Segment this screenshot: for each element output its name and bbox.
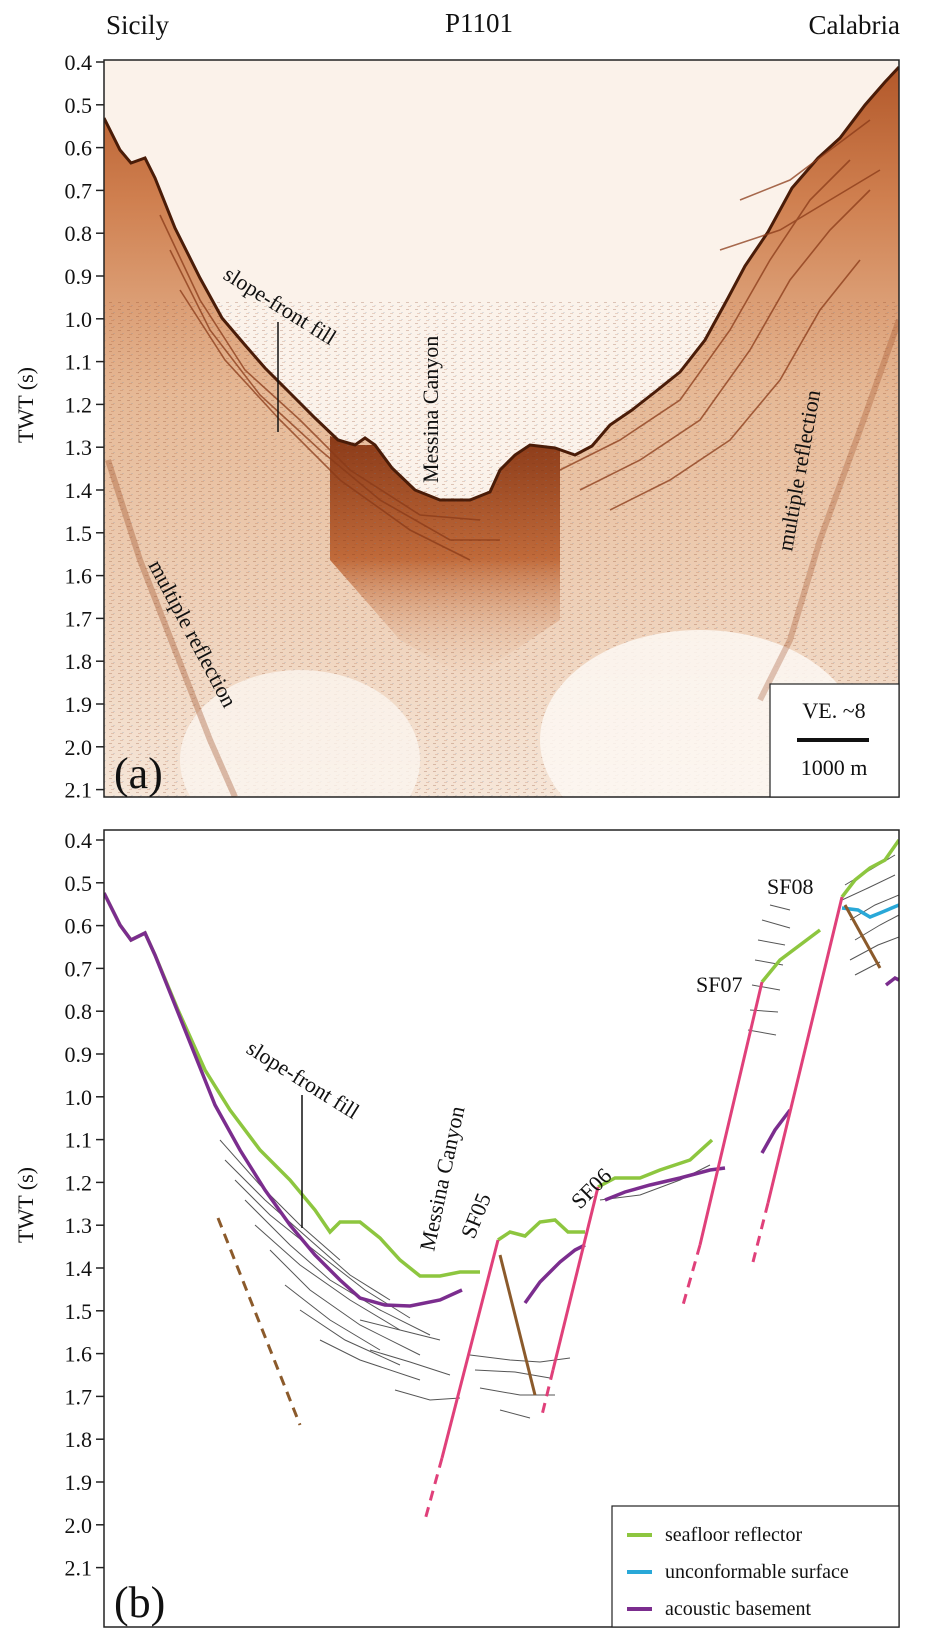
y-axis-b-tick-label: 1.9 [65,1470,93,1495]
y-axis-a-tick-label: 0.7 [65,178,93,203]
y-axis-b-tick-label: 1.3 [65,1213,93,1238]
y-axis-b-tick-label: 0.8 [65,999,93,1024]
y-axis-a-tick-label: 0.5 [65,93,93,118]
y-axis-b-tick-label: 2.0 [65,1513,93,1538]
y-axis-a-tick-label: 2.0 [65,735,93,760]
multiple-streak-left [105,459,238,797]
legend-item-unconformable: unconformable surface [627,1561,849,1583]
y-axis-a: 0.4 0.5 0.6 0.7 0.8 0.9 1.0 1.1 1.2 1.3 1.4 1.5 1.6 1… [65,50,104,803]
unconformable-surface-b [841,903,899,919]
label-messina-canyon-a: Messina Canyon [418,336,443,483]
y-axis-b-tick-label: 1.8 [65,1427,93,1452]
y-axis-b-tick-label: 1.2 [65,1170,93,1195]
legend-label-seafloor: seafloor reflector [665,1524,802,1546]
y-axis-b-tick-label: 2.1 [65,1556,93,1581]
y-axis-a-tick-label: 0.8 [65,221,93,246]
panel-a-frame [103,59,900,798]
scale-bar-label: 1000 m [801,755,868,780]
y-axis-a-tick-label: 1.6 [65,564,93,589]
y-axis-a-tick-label: 1.4 [65,478,93,503]
y-axis-b-tick-label: 0.9 [65,1042,93,1067]
secondary-faults-b [216,904,882,1426]
y-axis-a-tick-label: 1.3 [65,435,93,460]
y-axis-b: 0.4 0.5 0.6 0.7 0.8 0.9 1.0 1.1 1.2 1.3 1.4 1.5 1.6 1… [65,828,104,1581]
y-axis-b-tick-label: 0.6 [65,914,93,939]
panel-b: 0.4 0.5 0.6 0.7 0.8 0.9 1.0 1.1 1.2 1.3 1.4 1.5 1.6 1… [13,828,900,1628]
panel-label-b: (b) [114,1578,165,1627]
seismic-image [104,60,899,797]
legend: seafloor reflector unconformable surface… [611,1505,900,1628]
y-axis-a-tick-label: 1.7 [65,606,93,631]
legend-label-basement: acoustic basement [665,1598,811,1620]
y-axis-a-tick-label: 1.5 [65,521,93,546]
panel-label-a: (a) [114,749,163,798]
layered-reflections-a [159,119,881,561]
blank-zone-left [180,670,420,797]
y-axis-a-tick-label: 1.1 [65,350,93,375]
acoustic-basement-b [104,892,463,1308]
y-axis-a-tick-label: 1.2 [65,392,93,417]
acoustic-basement-b2 [523,1243,586,1305]
legend-item-seafloor: seafloor reflector [627,1524,802,1546]
y-axis-b-tick-label: 1.0 [65,1085,93,1110]
y-axis-a-tick-label: 1.8 [65,649,93,674]
y-axis-label-b: TWT (s) [13,1167,38,1243]
vertical-exaggeration: VE. ~8 [802,698,865,723]
header-profile-id: P1101 [445,8,513,38]
seafloor-reflector-b3 [597,1138,714,1189]
seafloor-reflector-b2 [497,1218,585,1242]
y-axis-label-a: TWT (s) [13,367,38,443]
acoustic-basement-b5 [884,975,899,987]
panel-b-frame [103,829,900,1628]
acoustic-basement-b4 [760,1108,792,1154]
y-axis-a-tick-label: 1.0 [65,307,93,332]
y-axis-b-tick-label: 0.5 [65,871,93,896]
header-sicily: Sicily [106,10,170,40]
scale-box: VE. ~8 1000 m [769,683,900,798]
y-axis-b-tick-label: 1.1 [65,1128,93,1153]
y-axis-b-tick-label: 1.6 [65,1342,93,1367]
y-axis-b-tick-label: 1.7 [65,1384,93,1409]
legend-label-unconformable: unconformable surface [665,1561,849,1583]
faults-b [423,896,844,1521]
multiple-streak-right [757,318,899,702]
y-axis-b-tick-label: 1.5 [65,1299,93,1324]
y-axis-b-tick-label: 0.4 [65,828,93,853]
y-axis-a-tick-label: 0.9 [65,264,93,289]
header-calabria: Calabria [809,10,900,40]
y-axis-b-tick-label: 0.7 [65,956,93,981]
y-axis-a-tick-label: 0.4 [65,50,93,75]
y-axis-b-tick-label: 1.4 [65,1256,93,1281]
seafloor-reflector-b5 [840,838,899,899]
y-axis-a-tick-label: 1.9 [65,692,93,717]
y-axis-a-tick-label: 2.1 [65,778,93,803]
y-axis-a-tick-label: 0.6 [65,136,93,161]
fault-label-sf08: SF08 [767,874,813,899]
panel-a: 0.4 0.5 0.6 0.7 0.8 0.9 1.0 1.1 1.2 1.3 1.4 1.5 1.6 1… [13,50,900,803]
acoustic-basement-b3 [604,1166,726,1202]
legend-item-basement: acoustic basement [627,1598,811,1620]
seafloor-reflection-a [104,65,899,502]
seafloor-reflector-b4 [760,928,822,984]
fault-label-sf07: SF07 [696,972,742,997]
